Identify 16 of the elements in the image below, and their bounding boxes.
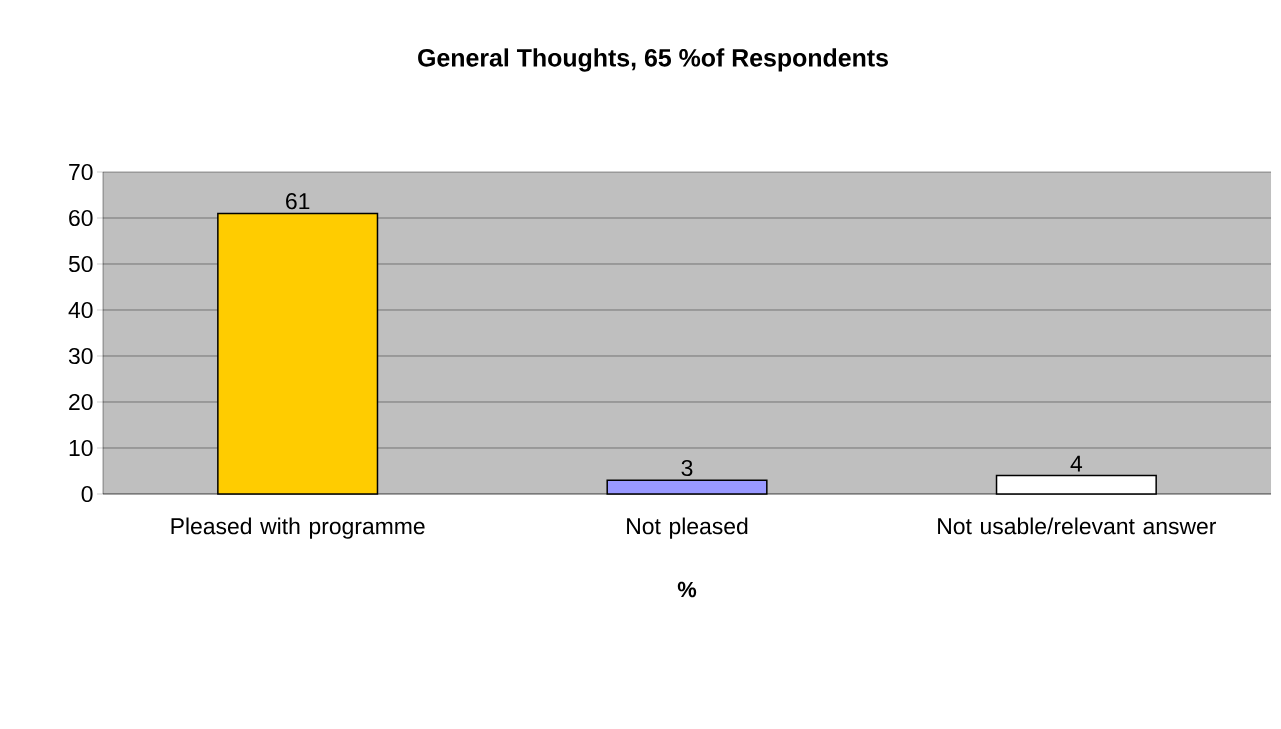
- x-tick-label: Not pleased: [627, 517, 748, 539]
- y-tick-label: 30: [68, 347, 93, 365]
- y-tick-label: 60: [69, 209, 93, 227]
- y-tick-label: 20: [69, 393, 93, 411]
- x-tick-label: Not usable/relevant answer: [938, 517, 1217, 535]
- data-label: 61: [286, 193, 310, 210]
- data-label: 3: [681, 459, 693, 477]
- y-tick-label: 70: [69, 163, 93, 181]
- y-tick-label: 0: [81, 485, 93, 503]
- chart-title: General Thoughts, 65 %of Respondents: [418, 48, 888, 72]
- x-axis-title: %: [677, 581, 697, 598]
- y-tick-label: 10: [69, 439, 93, 457]
- y-tick-label: 40: [68, 301, 93, 319]
- y-tick-label: 50: [68, 255, 93, 273]
- x-tick-label: Pleased with programme: [171, 517, 425, 539]
- data-label: 4: [1070, 455, 1083, 472]
